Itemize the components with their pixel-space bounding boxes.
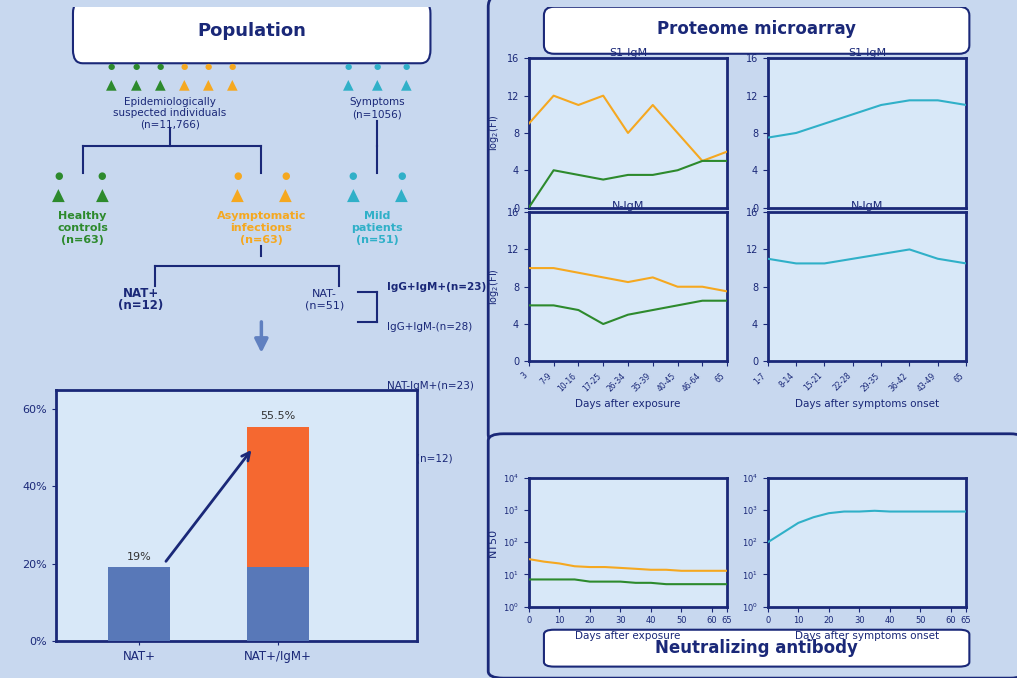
Text: 55.5%: 55.5%	[260, 411, 296, 421]
Bar	[108, 567, 171, 641]
Text: ●: ●	[157, 62, 164, 71]
Y-axis label: log$_2$(FI): log$_2$(FI)	[487, 115, 501, 151]
Text: (n=12): (n=12)	[118, 299, 163, 313]
FancyBboxPatch shape	[0, 0, 507, 678]
Text: 19%: 19%	[127, 552, 152, 561]
Title: N-IgM: N-IgM	[612, 201, 644, 212]
Text: ▲: ▲	[52, 187, 65, 205]
Text: ●: ●	[403, 62, 410, 71]
Text: NAT+(n=12): NAT+(n=12)	[386, 454, 453, 464]
Text: (n=63): (n=63)	[61, 235, 104, 245]
Title: S1-IgM: S1-IgM	[609, 47, 647, 58]
Bar	[247, 567, 309, 641]
Text: ▲: ▲	[96, 187, 109, 205]
Text: ●: ●	[282, 172, 290, 181]
Text: Population: Population	[197, 22, 306, 41]
Text: ●: ●	[398, 172, 406, 181]
FancyBboxPatch shape	[488, 434, 1017, 678]
FancyBboxPatch shape	[488, 0, 1017, 447]
Text: ●: ●	[233, 172, 241, 181]
Text: ▲: ▲	[203, 77, 214, 92]
Text: ●: ●	[180, 62, 188, 71]
Text: ●: ●	[54, 172, 63, 181]
Text: NAT-: NAT-	[312, 289, 337, 299]
Text: IgG+IgM+(n=23): IgG+IgM+(n=23)	[386, 282, 486, 292]
Y-axis label: log$_2$(FI): log$_2$(FI)	[487, 268, 501, 305]
X-axis label: Days after exposure: Days after exposure	[576, 631, 680, 641]
Text: ▲: ▲	[347, 187, 360, 205]
Text: ▲: ▲	[372, 77, 382, 92]
Text: ▲: ▲	[279, 187, 292, 205]
Text: ●: ●	[349, 172, 357, 181]
Text: ▲: ▲	[130, 77, 141, 92]
Text: (n=51): (n=51)	[304, 301, 344, 311]
Text: ▲: ▲	[179, 77, 189, 92]
Text: ▲: ▲	[227, 77, 238, 92]
Text: Epidemiologically: Epidemiologically	[124, 97, 216, 107]
Text: ●: ●	[204, 62, 212, 71]
Title: N-IgM: N-IgM	[851, 201, 883, 212]
Text: infections: infections	[231, 223, 292, 233]
Text: (n=63): (n=63)	[240, 235, 283, 245]
Text: ●: ●	[132, 62, 139, 71]
Text: Mild: Mild	[364, 211, 391, 221]
FancyBboxPatch shape	[73, 0, 430, 63]
X-axis label: Days after symptoms onset: Days after symptoms onset	[795, 399, 939, 409]
FancyBboxPatch shape	[544, 630, 969, 666]
X-axis label: Days after symptoms onset: Days after symptoms onset	[795, 631, 939, 641]
Text: (n=1056): (n=1056)	[353, 109, 402, 119]
Text: ●: ●	[229, 62, 236, 71]
Text: (n=51): (n=51)	[356, 235, 399, 245]
Text: Asymptomatic: Asymptomatic	[217, 211, 306, 221]
Text: ▲: ▲	[343, 77, 354, 92]
Text: patients: patients	[352, 223, 403, 233]
Y-axis label: NT50: NT50	[487, 527, 497, 557]
Text: Healthy: Healthy	[58, 211, 107, 221]
Text: Symptoms: Symptoms	[350, 97, 405, 107]
Text: ▲: ▲	[155, 77, 165, 92]
Text: IgG+IgM-(n=28): IgG+IgM-(n=28)	[386, 322, 472, 332]
FancyBboxPatch shape	[544, 7, 969, 54]
Text: suspected individuals: suspected individuals	[113, 108, 226, 118]
Text: ▲: ▲	[395, 187, 408, 205]
Text: ▲: ▲	[231, 187, 244, 205]
Bar	[247, 426, 309, 567]
Text: ▲: ▲	[107, 77, 117, 92]
Text: Neutralizing antibody: Neutralizing antibody	[655, 639, 858, 657]
Text: ●: ●	[373, 62, 381, 71]
Text: ●: ●	[345, 62, 352, 71]
Text: ●: ●	[98, 172, 106, 181]
Text: Proteome microarray: Proteome microarray	[657, 20, 856, 39]
Text: controls: controls	[57, 223, 108, 233]
Text: ▲: ▲	[401, 77, 412, 92]
Text: NAT+: NAT+	[122, 287, 159, 300]
X-axis label: Days after exposure: Days after exposure	[576, 399, 680, 409]
Title: S1-IgM: S1-IgM	[848, 47, 886, 58]
Text: NAT-IgM+(n=23): NAT-IgM+(n=23)	[386, 380, 474, 391]
Text: (n=11,766): (n=11,766)	[139, 119, 199, 129]
Text: ●: ●	[108, 62, 115, 71]
